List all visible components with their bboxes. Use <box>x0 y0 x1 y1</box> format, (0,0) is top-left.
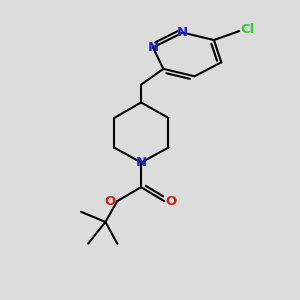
Text: N: N <box>147 41 158 54</box>
Text: O: O <box>166 195 177 208</box>
Text: O: O <box>105 195 116 208</box>
Text: N: N <box>136 156 147 169</box>
Text: Cl: Cl <box>241 23 255 36</box>
Text: N: N <box>177 26 188 39</box>
